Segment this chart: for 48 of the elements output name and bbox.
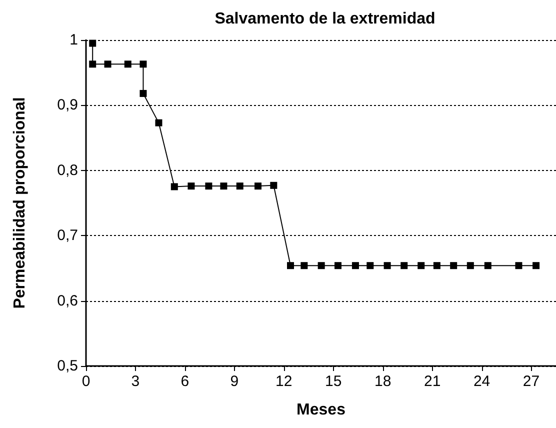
point (484, 262, 492, 270)
point (170, 183, 178, 190)
point (433, 262, 440, 270)
point (418, 262, 425, 270)
y-axis-title: Permeabilidad proporcional (12, 97, 28, 309)
y-tick-label: 0,6 (57, 292, 78, 310)
x-axis-title: Meses (296, 402, 346, 418)
point (384, 262, 391, 270)
point (515, 262, 522, 270)
point (300, 262, 308, 270)
x-tick-label: 24 (473, 373, 490, 390)
point (400, 262, 408, 270)
point (140, 90, 147, 97)
point (450, 262, 458, 270)
point (89, 60, 96, 68)
y-tick-label: 1 (70, 32, 78, 48)
point (140, 60, 147, 68)
x-tick-label: 18 (374, 373, 392, 390)
chart-title: Salvamento de la extremidad (214, 10, 436, 28)
point (334, 262, 342, 270)
point (286, 262, 294, 270)
point (205, 182, 212, 190)
point (220, 182, 228, 190)
point (188, 182, 195, 190)
point (236, 182, 244, 190)
x-tick-label: 12 (276, 373, 292, 390)
point (466, 262, 474, 270)
x-tick-label: 27 (522, 373, 540, 390)
x-tick-label: 9 (230, 373, 239, 390)
x-tick-label: 21 (424, 373, 441, 390)
x-tick-label: 0 (82, 373, 90, 390)
point (124, 60, 132, 68)
point (366, 262, 374, 270)
point (89, 40, 96, 47)
x-tick-label: 6 (180, 373, 190, 390)
point (270, 182, 278, 189)
y-tick-label: 0,7 (57, 227, 78, 244)
x-tick-label: 3 (131, 373, 140, 390)
y-tick-label: 0,8 (57, 162, 78, 179)
point (254, 182, 262, 190)
point (532, 262, 540, 270)
point (352, 262, 359, 270)
point (155, 119, 162, 126)
x-tick-label: 15 (325, 373, 342, 390)
point (104, 60, 112, 68)
point (318, 262, 325, 270)
y-tick-label: 0,9 (57, 96, 78, 114)
y-tick-label: 0,5 (57, 358, 78, 374)
